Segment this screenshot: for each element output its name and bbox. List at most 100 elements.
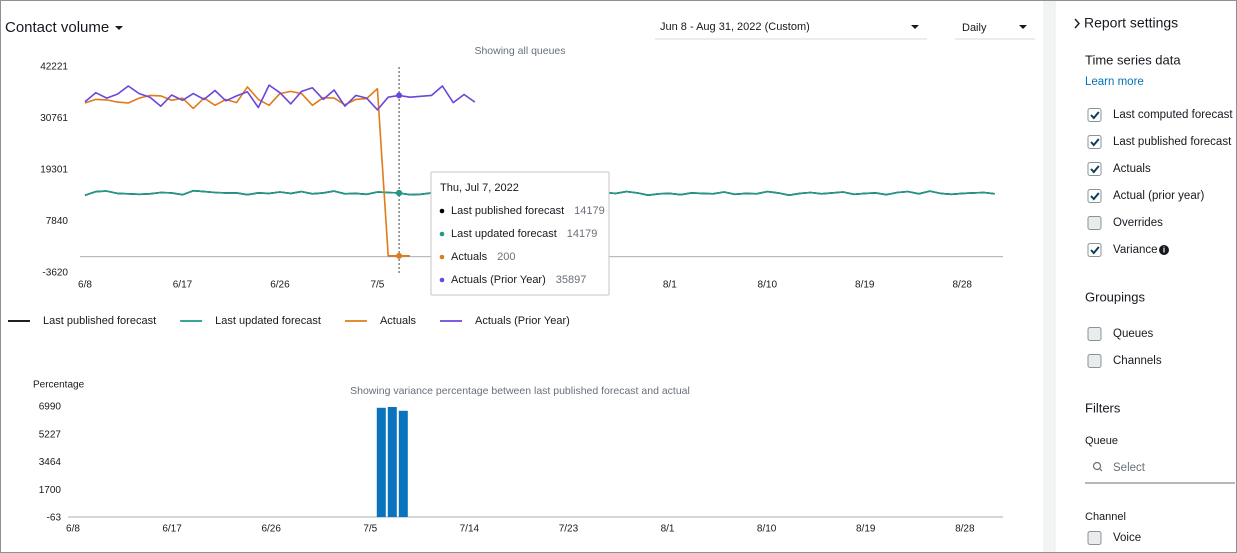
- y-tick-label: -3620: [42, 268, 68, 279]
- collapse-arrow[interactable]: [1074, 18, 1080, 29]
- sidebar-title[interactable]: Report settings: [1084, 15, 1178, 31]
- series-line: [84, 86, 410, 257]
- granularity[interactable]: Daily: [962, 22, 987, 34]
- checkbox[interactable]: [1087, 135, 1102, 149]
- checkbox-label[interactable]: Overrides: [1113, 217, 1163, 229]
- page-title[interactable]: Contact volume: [5, 19, 109, 36]
- y-tick-label: 42221: [40, 62, 68, 73]
- x-tick-label: 8/1: [661, 524, 675, 535]
- section-heading: Filters: [1085, 400, 1121, 415]
- x-tick-label: 6/26: [261, 524, 281, 535]
- bar: [387, 407, 397, 518]
- x-tick-label: 7/23: [559, 524, 579, 535]
- y-axis-label: Percentage: [33, 380, 85, 391]
- legend-label[interactable]: Last published forecast: [43, 315, 156, 327]
- legend-label[interactable]: Actuals: [380, 315, 417, 327]
- checkmark: [1090, 246, 1100, 255]
- x-tick-label: 8/19: [855, 280, 875, 291]
- checkbox[interactable]: [1087, 243, 1102, 257]
- tooltip-value: 200: [497, 251, 515, 263]
- tooltip-box: [430, 171, 610, 296]
- sidebar-options: Last computed forecast Last published for…: [1087, 108, 1233, 545]
- tooltip-dot: [439, 277, 445, 283]
- hover-point: [396, 92, 403, 99]
- sidebar-divider: [1043, 1, 1055, 552]
- series-line: [84, 84, 476, 111]
- tooltip-label: Last published forecast: [451, 205, 564, 217]
- checkbox[interactable]: [1087, 354, 1102, 368]
- x-tick-label: 7/5: [370, 280, 384, 291]
- y-tick-label: 7840: [46, 216, 69, 227]
- checkbox-label[interactable]: Actual (prior year): [1113, 190, 1205, 202]
- checkbox-label[interactable]: Last published forecast: [1113, 136, 1232, 148]
- tooltip-label: Actuals (Prior Year): [451, 274, 546, 286]
- tooltip-label: Last updated forecast: [451, 228, 557, 240]
- x-tick-label: 8/28: [955, 524, 975, 535]
- hover-point: [396, 252, 403, 259]
- checkbox[interactable]: [1087, 216, 1102, 230]
- tooltip-value: 35897: [556, 274, 587, 286]
- x-tick-label: 6/8: [66, 524, 80, 535]
- learn-more-link[interactable]: Learn more: [1085, 76, 1144, 88]
- x-tick-label: 6/17: [162, 524, 182, 535]
- checkbox-label[interactable]: Channels: [1113, 355, 1162, 367]
- x-tick-label: 8/19: [856, 524, 876, 535]
- hover-point: [396, 190, 403, 197]
- legend-label[interactable]: Last updated forecast: [215, 315, 321, 327]
- date-caret[interactable]: [911, 25, 919, 29]
- info-icon-glyph: i: [1163, 246, 1165, 255]
- search-icon: [1099, 468, 1103, 472]
- checkbox-label[interactable]: Voice: [1113, 532, 1141, 544]
- y-tick-label: 1700: [39, 485, 62, 496]
- checkbox-label[interactable]: Last computed forecast: [1113, 109, 1233, 121]
- granularity-caret[interactable]: [1019, 25, 1027, 29]
- checkbox[interactable]: [1087, 531, 1102, 545]
- tooltip-title: Thu, Jul 7, 2022: [440, 182, 519, 194]
- checkbox[interactable]: [1087, 108, 1102, 122]
- tooltip-label: Actuals: [451, 251, 488, 263]
- filter-label: Channel: [1085, 511, 1126, 523]
- checkbox-label[interactable]: Queues: [1113, 328, 1154, 340]
- search-icon: [1092, 461, 1102, 471]
- section-heading: Time series data: [1085, 52, 1181, 67]
- x-tick-label: 7/5: [363, 524, 377, 535]
- tooltip-dot: [439, 208, 445, 214]
- y-tick-label: -63: [47, 513, 62, 524]
- checkbox[interactable]: [1087, 189, 1102, 203]
- bar: [376, 407, 386, 518]
- chart-subtitle: Showing variance percentage between last…: [350, 385, 690, 397]
- bar: [398, 410, 408, 518]
- checkbox-label[interactable]: Actuals: [1113, 163, 1151, 175]
- queue-select[interactable]: Select: [1113, 462, 1146, 474]
- x-tick-label: 8/10: [758, 280, 778, 291]
- checkmark: [1090, 138, 1100, 147]
- checkbox[interactable]: [1087, 327, 1102, 341]
- checkmark: [1090, 165, 1100, 174]
- chart-subtitle: Showing all queues: [474, 45, 565, 57]
- title-caret[interactable]: [115, 26, 123, 30]
- y-tick-label: 5227: [39, 429, 62, 440]
- section-heading: Groupings: [1085, 289, 1145, 304]
- y-tick-label: 19301: [40, 165, 68, 176]
- filter-label: Queue: [1085, 435, 1118, 447]
- legend-label[interactable]: Actuals (Prior Year): [475, 315, 570, 327]
- checkmark: [1090, 111, 1100, 120]
- x-tick-label: 6/8: [78, 280, 92, 291]
- tooltip-dot: [439, 231, 445, 237]
- x-tick-label: 6/17: [173, 280, 193, 291]
- date-range[interactable]: Jun 8 - Aug 31, 2022 (Custom): [660, 21, 810, 33]
- tooltip-dot: [439, 254, 445, 260]
- checkmark: [1090, 192, 1100, 201]
- checkbox-label[interactable]: Variance: [1113, 244, 1158, 256]
- x-tick-label: 6/26: [270, 280, 290, 291]
- x-tick-label: 8/28: [952, 280, 972, 291]
- info-icon[interactable]: [1159, 245, 1169, 255]
- y-tick-label: 6990: [39, 402, 62, 413]
- checkbox[interactable]: [1087, 162, 1102, 176]
- x-tick-label: 8/10: [757, 524, 777, 535]
- y-tick-label: 30761: [40, 113, 68, 124]
- tooltip-value: 14179: [567, 228, 598, 240]
- tooltip-value: 14179: [574, 205, 605, 217]
